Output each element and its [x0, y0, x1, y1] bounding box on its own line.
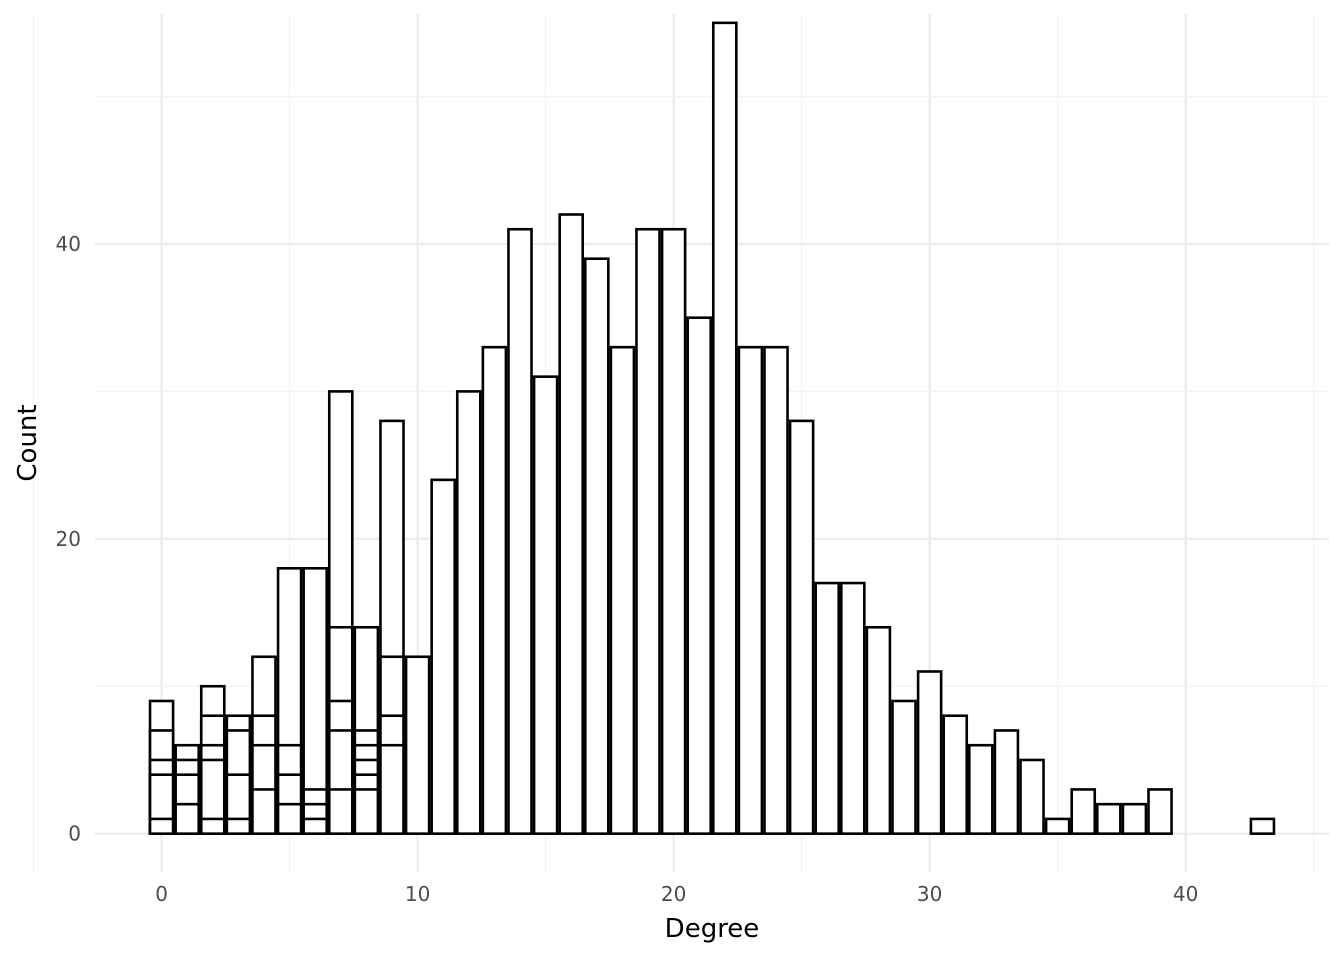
histogram-bar	[225, 817, 252, 835]
x-tick-label: 10	[405, 882, 430, 906]
histogram-bar	[353, 788, 380, 835]
histogram-bar	[1044, 817, 1071, 835]
histogram-bar	[891, 699, 917, 835]
histogram-bar	[660, 227, 687, 835]
bars	[148, 21, 1276, 835]
histogram-bar	[199, 817, 226, 835]
histogram-bar	[1249, 817, 1276, 835]
histogram-bar	[1121, 802, 1148, 835]
x-tick-label: 30	[917, 882, 942, 906]
histogram-bar	[865, 625, 892, 835]
histogram-bar	[1147, 788, 1173, 835]
x-axis-tick-labels: 0 10 20 30 40	[155, 882, 1198, 906]
histogram-bar	[251, 788, 277, 835]
histogram-bar	[686, 316, 713, 835]
histogram-bar	[558, 213, 585, 835]
x-axis-title: Degree	[665, 914, 760, 944]
y-tick-label: 0	[68, 822, 81, 846]
x-tick-label: 40	[1173, 882, 1198, 906]
histogram-bar	[993, 729, 1020, 835]
histogram-bar	[379, 743, 405, 835]
histogram-bar	[532, 375, 559, 835]
histogram-bar	[327, 788, 354, 835]
histogram-bar	[839, 581, 866, 835]
y-axis-title: Count	[13, 404, 43, 481]
histogram-bar	[967, 743, 994, 835]
histogram-bar	[942, 714, 969, 835]
histogram-bar	[1096, 802, 1122, 835]
histogram-bar	[609, 345, 636, 835]
histogram-bar	[148, 817, 175, 835]
histogram-bar	[737, 345, 764, 835]
histogram-bar	[430, 478, 457, 835]
y-axis-tick-labels: 0 20 40	[56, 232, 81, 846]
histogram-bar	[1070, 788, 1097, 835]
histogram-bar	[481, 345, 508, 835]
x-tick-label: 0	[155, 882, 168, 906]
histogram-bar	[763, 345, 789, 835]
histogram-bar	[788, 419, 815, 835]
y-tick-label: 40	[56, 232, 81, 256]
histogram-bar	[916, 670, 943, 835]
y-tick-label: 20	[56, 527, 81, 551]
histogram-bar	[814, 581, 841, 835]
histogram-bar	[711, 21, 738, 835]
histogram-bar	[507, 227, 533, 835]
histogram-bar	[404, 655, 431, 835]
histogram-bar	[635, 227, 661, 835]
histogram-bar	[583, 257, 610, 835]
histogram-bar	[302, 817, 328, 835]
histogram-bar	[174, 802, 200, 835]
histogram-bar	[455, 390, 482, 835]
histogram-bar	[1019, 758, 1045, 835]
histogram-bar	[276, 802, 303, 835]
x-tick-label: 20	[661, 882, 686, 906]
